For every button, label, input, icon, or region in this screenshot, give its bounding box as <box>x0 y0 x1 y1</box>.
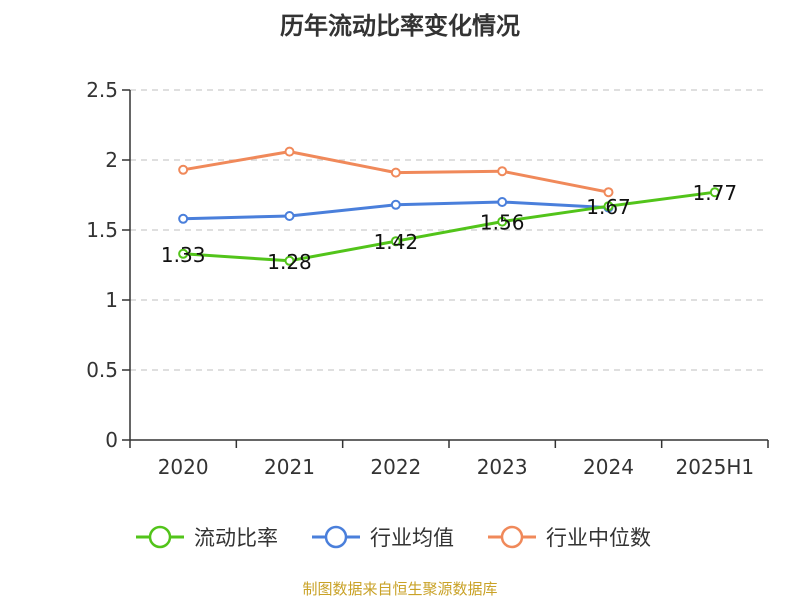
legend-marker <box>324 525 348 549</box>
legend-item-0[interactable]: 流动比率 <box>136 525 278 550</box>
series-line-0 <box>183 190 716 263</box>
legend-label: 流动比率 <box>194 526 278 550</box>
x-tick-label: 2023 <box>477 455 528 479</box>
data-label: 1.77 <box>693 181 738 205</box>
data-label: 1.67 <box>586 195 631 219</box>
data-point[interactable] <box>603 201 614 212</box>
data-point[interactable] <box>178 164 189 175</box>
legend-marker <box>148 525 172 549</box>
data-point[interactable] <box>390 236 401 247</box>
y-tick-label: 0.5 <box>86 358 118 382</box>
data-point[interactable] <box>603 187 614 198</box>
x-tick-label: 2024 <box>583 455 634 479</box>
source-note: 制图数据来自恒生聚源数据库 <box>302 580 498 598</box>
x-tick-label: 2021 <box>264 455 315 479</box>
data-point[interactable] <box>497 216 508 227</box>
data-point[interactable] <box>390 167 401 178</box>
data-point[interactable] <box>284 255 295 266</box>
data-label: 1.42 <box>374 230 419 254</box>
data-point[interactable] <box>284 211 295 221</box>
x-tick-label: 2020 <box>158 455 209 479</box>
legend-item-2[interactable]: 行业中位数 <box>488 525 651 550</box>
y-tick-label: 2.5 <box>86 78 118 102</box>
legend-marker <box>500 525 524 549</box>
data-point[interactable] <box>284 146 295 157</box>
chart-title: 历年流动比率变化情况 <box>280 12 520 40</box>
data-labels: 1.33 1.28 1.42 1.56 1.67 1.77 <box>161 181 737 274</box>
y-tick-label: 2 <box>105 148 118 172</box>
y-tick-label: 1.5 <box>86 218 118 242</box>
data-point[interactable] <box>178 248 189 259</box>
legend-label: 行业中位数 <box>546 526 651 550</box>
legend[interactable]: 流动比率 行业均值 行业中位数 <box>136 525 651 550</box>
y-tick-label: 1 <box>105 288 118 312</box>
axes: 0 0.5 1 1.5 2 2.5 2020 2021 2022 2023 2024 2025H1 <box>86 78 769 479</box>
data-point[interactable] <box>178 213 189 224</box>
x-tick-label: 2025H1 <box>675 455 754 479</box>
data-label: 1.28 <box>267 250 312 274</box>
data-label: 1.33 <box>161 243 206 267</box>
series-lines <box>178 146 720 266</box>
legend-item-1[interactable]: 行业均值 <box>312 525 454 550</box>
y-tick-label: 0 <box>105 428 118 452</box>
x-tick-label: 2022 <box>370 455 421 479</box>
data-point[interactable] <box>390 199 401 210</box>
data-point[interactable] <box>709 187 720 198</box>
data-point[interactable] <box>497 166 508 177</box>
data-point[interactable] <box>497 197 508 207</box>
data-label: 1.56 <box>480 211 525 235</box>
legend-label: 行业均值 <box>370 526 454 550</box>
